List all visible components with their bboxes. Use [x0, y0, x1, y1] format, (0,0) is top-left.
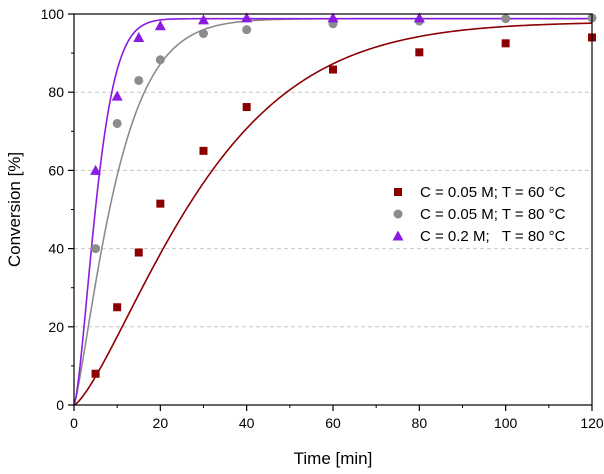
- y-tick-label: 60: [48, 162, 64, 178]
- y-axis-title: Conversion [%]: [5, 152, 24, 267]
- x-tick-label: 40: [239, 415, 255, 431]
- data-point-series-2-3: [134, 75, 144, 85]
- fit-curve-series-1: [73, 22, 593, 406]
- data-point-series-2-4: [155, 55, 165, 65]
- data-point-series-2-9: [501, 14, 511, 24]
- data-point-series-3-6: [241, 12, 253, 23]
- y-tick-label: 20: [48, 319, 64, 335]
- x-tick-label: 120: [580, 415, 604, 431]
- y-tick-label: 100: [41, 6, 65, 22]
- y-tick-label: 80: [48, 84, 64, 100]
- legend-label-series-1: C = 0.05 M; T = 60 °C: [420, 184, 566, 201]
- data-point-series-1-2: [113, 303, 122, 312]
- data-point-series-1-7: [329, 65, 337, 74]
- data-point-series-1-9: [501, 39, 510, 48]
- data-point-series-3-2: [111, 90, 123, 101]
- data-point-series-3-5: [198, 14, 209, 25]
- x-tick-label: 60: [325, 415, 341, 431]
- data-point-series-2-5: [199, 29, 208, 39]
- y-tick-label: 40: [48, 241, 64, 257]
- legend-marker-series-2: [393, 209, 403, 219]
- legend: C = 0.05 M; T = 60 °C C = 0.05 M; T = 80 …: [392, 184, 566, 245]
- x-axis-title: Time [min]: [294, 449, 373, 468]
- data-point-series-1-4: [156, 199, 165, 208]
- data-point-series-1-6: [242, 103, 251, 112]
- legend-label-series-3: C = 0.2 M; T = 80 °C: [420, 228, 566, 245]
- gridlines: [74, 13, 592, 328]
- data-point-series-3-8: [413, 12, 425, 23]
- x-tick-label: 0: [70, 415, 78, 431]
- x-tick-label: 80: [412, 415, 428, 431]
- x-tick-label: 100: [494, 415, 518, 431]
- data-point-series-2-2: [112, 118, 122, 128]
- x-tick-label: 20: [153, 415, 169, 431]
- data-point-series-3-1: [90, 164, 102, 175]
- data-point-series-3-7: [327, 12, 339, 23]
- data-point-series-2-6: [242, 25, 252, 35]
- y-tick-label: 0: [56, 397, 64, 413]
- axis-ticks: 0 20 40 60 80 100 120 0 20 40 60 80 100: [41, 6, 604, 431]
- data-point-series-1-3: [134, 248, 143, 257]
- legend-marker-series-1: [394, 188, 402, 196]
- data-point-series-1-8: [415, 48, 424, 57]
- data-point-series-2-1: [91, 244, 101, 254]
- data-point-series-1-1: [91, 369, 100, 378]
- data-point-series-3-3: [133, 31, 145, 42]
- legend-label-series-2: C = 0.05 M; T = 80 °C: [420, 206, 566, 223]
- data-point-series-3-4: [154, 20, 166, 31]
- data-point-series-1-5: [199, 146, 208, 155]
- legend-marker-series-3: [392, 230, 404, 241]
- data-markers: [90, 12, 597, 378]
